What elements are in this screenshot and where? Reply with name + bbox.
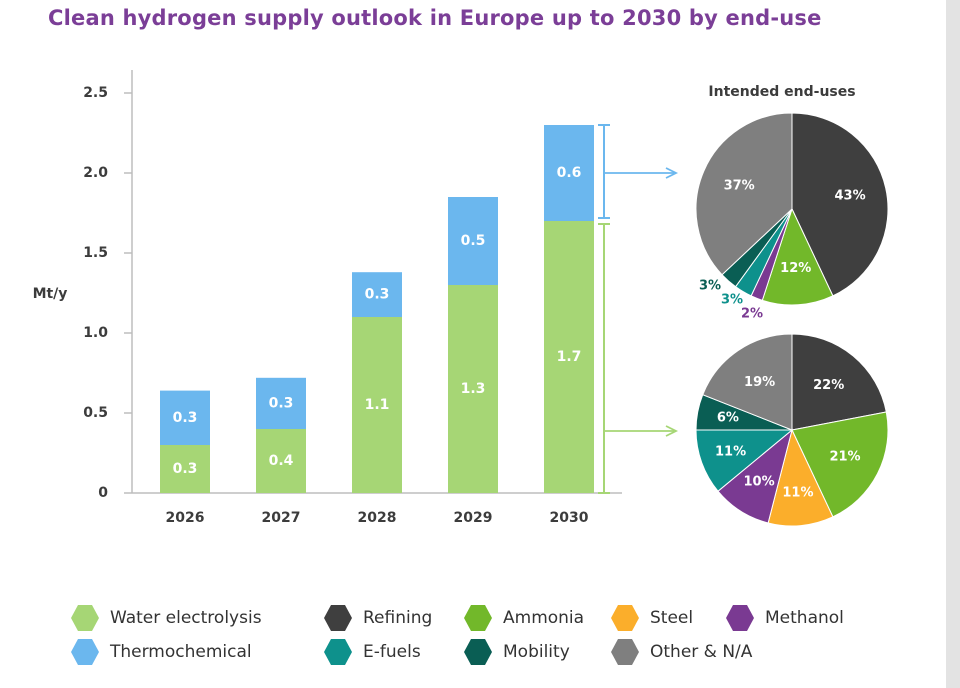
legend-item-refining: Refining <box>323 604 432 632</box>
y-axis-label: Mt/y <box>33 286 68 302</box>
bar-label-thermochemical: 0.3 <box>269 395 294 411</box>
pie-bottom-label-e-fuels: 11% <box>715 445 746 460</box>
x-tick-label: 2029 <box>454 510 493 526</box>
legend-hexagon-icon <box>611 639 639 665</box>
pie-top-label-methanol: 2% <box>741 307 763 322</box>
legend-label: Other & N/A <box>650 642 753 662</box>
legend-hexagon-icon <box>611 605 639 631</box>
bar-water-electrolysis <box>256 429 306 493</box>
x-tick-label: 2026 <box>166 510 205 526</box>
legend-label: Refining <box>363 608 433 628</box>
y-tick-label: 0.5 <box>83 405 108 421</box>
pie-bottom-label-other-n-a: 19% <box>744 375 775 390</box>
arrowhead-top-pie <box>665 167 679 179</box>
legend-swatch-thermochemical <box>71 639 99 665</box>
legend-swatch-water-electrolysis <box>71 605 99 631</box>
pie-bottom-label-refining: 22% <box>813 378 844 393</box>
window-edge <box>946 0 960 688</box>
bar-label-thermochemical: 0.3 <box>365 287 390 303</box>
legend-swatch-other-n-a <box>611 639 639 665</box>
y-tick-label: 2.5 <box>83 85 108 101</box>
bar-water-electrolysis <box>352 317 402 493</box>
y-tick-label: 2.0 <box>83 165 108 181</box>
legend-swatch-methanol <box>726 605 754 631</box>
pie-top-label-e-fuels: 3% <box>721 293 743 308</box>
bar-thermochemical <box>160 390 210 445</box>
x-tick-label: 2028 <box>358 510 397 526</box>
bar-thermochemical <box>544 125 594 221</box>
pie-top-label-ammonia: 12% <box>780 261 811 276</box>
chart-canvas: 0 0.5 1.0 1.5 2.0 2.5 Mt/y 0.3 0.3 2026 0.4 0.3 2027… <box>33 70 889 527</box>
pie-bottom-label-methanol: 10% <box>744 474 775 489</box>
pie-bottom-slice-other-n-a <box>702 333 793 431</box>
pie-top-label-other-n-a: 37% <box>724 179 755 194</box>
bar-label-water-electrolysis: 1.3 <box>461 381 486 397</box>
pie-bottom-label-steel: 11% <box>782 486 813 501</box>
pie-top-label-refining: 43% <box>835 189 866 204</box>
bar-label-water-electrolysis: 1.1 <box>365 397 390 413</box>
pie-bottom-slice-refining <box>791 333 887 431</box>
bracket-thermochemical <box>598 124 610 219</box>
legend-swatch-mobility <box>464 639 492 665</box>
legend-hexagon-icon <box>71 639 99 665</box>
legend-label: Methanol <box>765 608 844 628</box>
bar-label-water-electrolysis: 0.4 <box>269 453 294 469</box>
arrowhead-bottom-pie <box>665 425 679 437</box>
chart-title: Clean hydrogen supply outlook in Europe … <box>48 6 822 30</box>
y-tick-label: 1.0 <box>83 325 108 341</box>
bar-label-water-electrolysis: 0.3 <box>173 461 198 477</box>
pie-top-slice-refining <box>791 112 889 297</box>
bar-label-thermochemical: 0.3 <box>173 410 198 426</box>
y-tick-label: 1.5 <box>83 245 108 261</box>
bar-thermochemical <box>448 197 498 285</box>
legend-label: Steel <box>650 608 694 628</box>
legend-label: Ammonia <box>503 608 585 628</box>
bar-thermochemical <box>256 377 306 429</box>
legend-item-other-n-a: Other & N/A <box>610 638 752 666</box>
legend-label: Water electrolysis <box>110 608 262 628</box>
bracket-water-electrolysis <box>598 223 610 494</box>
x-tick-label: 2027 <box>262 510 301 526</box>
legend-label: Thermochemical <box>110 642 252 662</box>
bar-water-electrolysis <box>448 285 498 493</box>
bar-water-electrolysis <box>160 445 210 493</box>
legend: Water electrolysis Refining Ammonia Steel Me… <box>70 600 950 680</box>
legend-item-e-fuels: E-fuels <box>323 638 421 666</box>
pie-top-slice-ammonia <box>761 207 834 306</box>
legend-label: E-fuels <box>363 642 421 662</box>
legend-item-ammonia: Ammonia <box>463 604 584 632</box>
legend-item-mobility: Mobility <box>463 638 570 666</box>
pie-bottom-label-ammonia: 21% <box>829 450 860 465</box>
y-tick-label: 0 <box>98 485 108 501</box>
legend-hexagon-icon <box>726 605 754 631</box>
legend-item-water-electrolysis: Water electrolysis <box>70 604 262 632</box>
pie-top-slice-other-n-a <box>695 112 793 276</box>
legend-item-steel: Steel <box>610 604 693 632</box>
legend-item-methanol: Methanol <box>725 604 844 632</box>
legend-hexagon-icon <box>71 605 99 631</box>
x-tick-label: 2030 <box>550 510 589 526</box>
pie-bottom-slice-steel <box>767 428 834 527</box>
legend-hexagon-icon <box>464 639 492 665</box>
pie-title: Intended end-uses <box>708 84 855 100</box>
legend-hexagon-icon <box>324 605 352 631</box>
legend-label: Mobility <box>503 642 570 662</box>
pie-bottom-slice-e-fuels <box>695 429 794 492</box>
pie-bottom-label-mobility: 6% <box>717 410 739 425</box>
bar-label-thermochemical: 0.5 <box>461 233 486 249</box>
pie-bottom-slice-ammonia <box>791 411 889 518</box>
legend-hexagon-icon <box>464 605 492 631</box>
legend-swatch-refining <box>324 605 352 631</box>
pie-top-label-mobility: 3% <box>699 279 721 294</box>
legend-item-thermochemical: Thermochemical <box>70 638 252 666</box>
bar-label-thermochemical: 0.6 <box>557 165 582 181</box>
legend-swatch-steel <box>611 605 639 631</box>
legend-swatch-e-fuels <box>324 639 352 665</box>
bar-water-electrolysis <box>544 221 594 493</box>
bar-label-water-electrolysis: 1.7 <box>557 349 582 365</box>
legend-swatch-ammonia <box>464 605 492 631</box>
bar-thermochemical <box>352 272 402 317</box>
legend-hexagon-icon <box>324 639 352 665</box>
